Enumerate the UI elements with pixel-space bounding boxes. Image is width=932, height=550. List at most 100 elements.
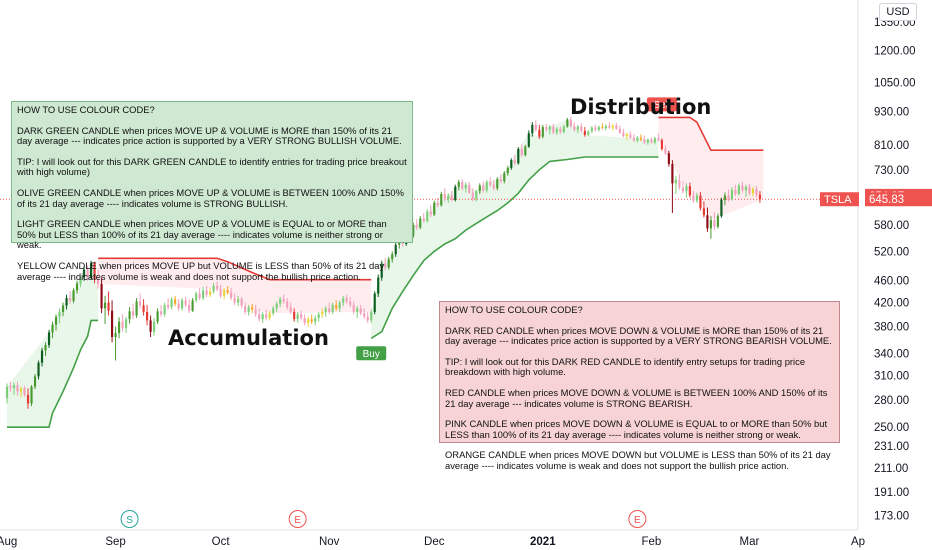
candle-body[interactable]	[135, 301, 138, 316]
candle-body[interactable]	[653, 138, 656, 143]
candle-body[interactable]	[450, 195, 453, 200]
candle-body[interactable]	[601, 127, 604, 129]
event-marker[interactable]	[120, 510, 139, 528]
candle-body[interactable]	[524, 146, 527, 156]
candle-body[interactable]	[82, 269, 86, 278]
candle-body[interactable]	[499, 179, 502, 182]
candle-body[interactable]	[282, 299, 285, 302]
candle-body[interactable]	[254, 309, 257, 315]
candle-body[interactable]	[629, 134, 632, 138]
candle-body[interactable]	[688, 186, 691, 196]
candle-body[interactable]	[142, 305, 145, 312]
candle-body[interactable]	[464, 184, 467, 189]
candle-body[interactable]	[121, 321, 124, 328]
candle-body[interactable]	[202, 290, 205, 299]
candle-body[interactable]	[195, 293, 198, 301]
candle-body[interactable]	[422, 218, 425, 221]
candle-body[interactable]	[47, 332, 51, 346]
candle-body[interactable]	[478, 185, 481, 192]
candle-body[interactable]	[160, 311, 163, 315]
candle-body[interactable]	[723, 195, 727, 200]
candle-body[interactable]	[289, 307, 292, 312]
candle-body[interactable]	[307, 319, 310, 323]
candle-body[interactable]	[545, 127, 548, 130]
candle-body[interactable]	[713, 220, 716, 227]
candle-body[interactable]	[30, 386, 33, 404]
candle-body[interactable]	[272, 308, 275, 314]
candle-body[interactable]	[751, 188, 755, 194]
candle-body[interactable]	[58, 311, 61, 317]
candle-body[interactable]	[110, 310, 114, 337]
candle-body[interactable]	[237, 299, 240, 303]
candle-body[interactable]	[209, 291, 212, 295]
candle-body[interactable]	[716, 216, 720, 227]
candle-body[interactable]	[695, 195, 698, 201]
candle-body[interactable]	[748, 186, 751, 194]
candle-body[interactable]	[335, 304, 338, 309]
candle-body[interactable]	[293, 311, 296, 320]
candle-body[interactable]	[506, 167, 509, 174]
candle-body[interactable]	[163, 304, 166, 315]
candle-body[interactable]	[233, 298, 236, 303]
candle-body[interactable]	[181, 300, 184, 309]
candle-body[interactable]	[615, 125, 618, 129]
candle-body[interactable]	[440, 194, 443, 206]
candle-body[interactable]	[576, 126, 579, 130]
candle-body[interactable]	[124, 319, 128, 328]
candle-body[interactable]	[138, 301, 142, 306]
candle-body[interactable]	[366, 316, 369, 321]
candle-body[interactable]	[258, 314, 261, 320]
candle-body[interactable]	[660, 140, 663, 150]
candle-body[interactable]	[755, 188, 758, 195]
candle-body[interactable]	[75, 283, 79, 291]
candle-body[interactable]	[664, 149, 667, 154]
candle-body[interactable]	[51, 324, 54, 333]
candle-body[interactable]	[671, 163, 674, 184]
candle-body[interactable]	[443, 194, 446, 200]
candle-body[interactable]	[608, 125, 611, 128]
candle-body[interactable]	[68, 298, 72, 301]
candle-body[interactable]	[275, 303, 278, 309]
candle-body[interactable]	[114, 333, 117, 337]
candle-body[interactable]	[286, 301, 289, 308]
candle-body[interactable]	[419, 218, 422, 228]
candle-body[interactable]	[569, 119, 572, 126]
event-marker[interactable]	[628, 510, 647, 528]
candle-body[interactable]	[643, 139, 646, 143]
candle-body[interactable]	[261, 314, 264, 320]
candle-body[interactable]	[520, 149, 523, 156]
candle-body[interactable]	[737, 185, 741, 195]
candle-body[interactable]	[89, 263, 93, 278]
candle-body[interactable]	[65, 298, 68, 306]
candle-body[interactable]	[534, 124, 537, 130]
candle-body[interactable]	[37, 362, 40, 377]
event-marker[interactable]	[288, 510, 307, 528]
candle-body[interactable]	[149, 320, 152, 332]
candle-body[interactable]	[321, 311, 324, 315]
candle-body[interactable]	[331, 304, 334, 312]
candle-body[interactable]	[555, 128, 558, 133]
candle-body[interactable]	[622, 132, 625, 137]
candle-body[interactable]	[468, 184, 471, 193]
candle-body[interactable]	[303, 317, 306, 323]
candle-body[interactable]	[226, 290, 229, 293]
candle-body[interactable]	[93, 263, 96, 280]
candle-body[interactable]	[597, 127, 600, 130]
candle-body[interactable]	[19, 388, 23, 392]
candle-body[interactable]	[412, 225, 415, 237]
candle-body[interactable]	[373, 293, 376, 312]
candle-body[interactable]	[678, 179, 681, 188]
candle-body[interactable]	[730, 189, 734, 200]
candle-body[interactable]	[625, 134, 628, 137]
candle-body[interactable]	[117, 321, 121, 334]
candle-body[interactable]	[314, 317, 317, 322]
candle-body[interactable]	[54, 316, 58, 325]
candle-body[interactable]	[146, 311, 149, 321]
candle-body[interactable]	[167, 304, 170, 308]
candle-body[interactable]	[338, 302, 341, 309]
candle-body[interactable]	[657, 138, 660, 141]
candle-body[interactable]	[384, 263, 387, 268]
candle-body[interactable]	[496, 179, 499, 189]
candle-body[interactable]	[692, 195, 695, 201]
